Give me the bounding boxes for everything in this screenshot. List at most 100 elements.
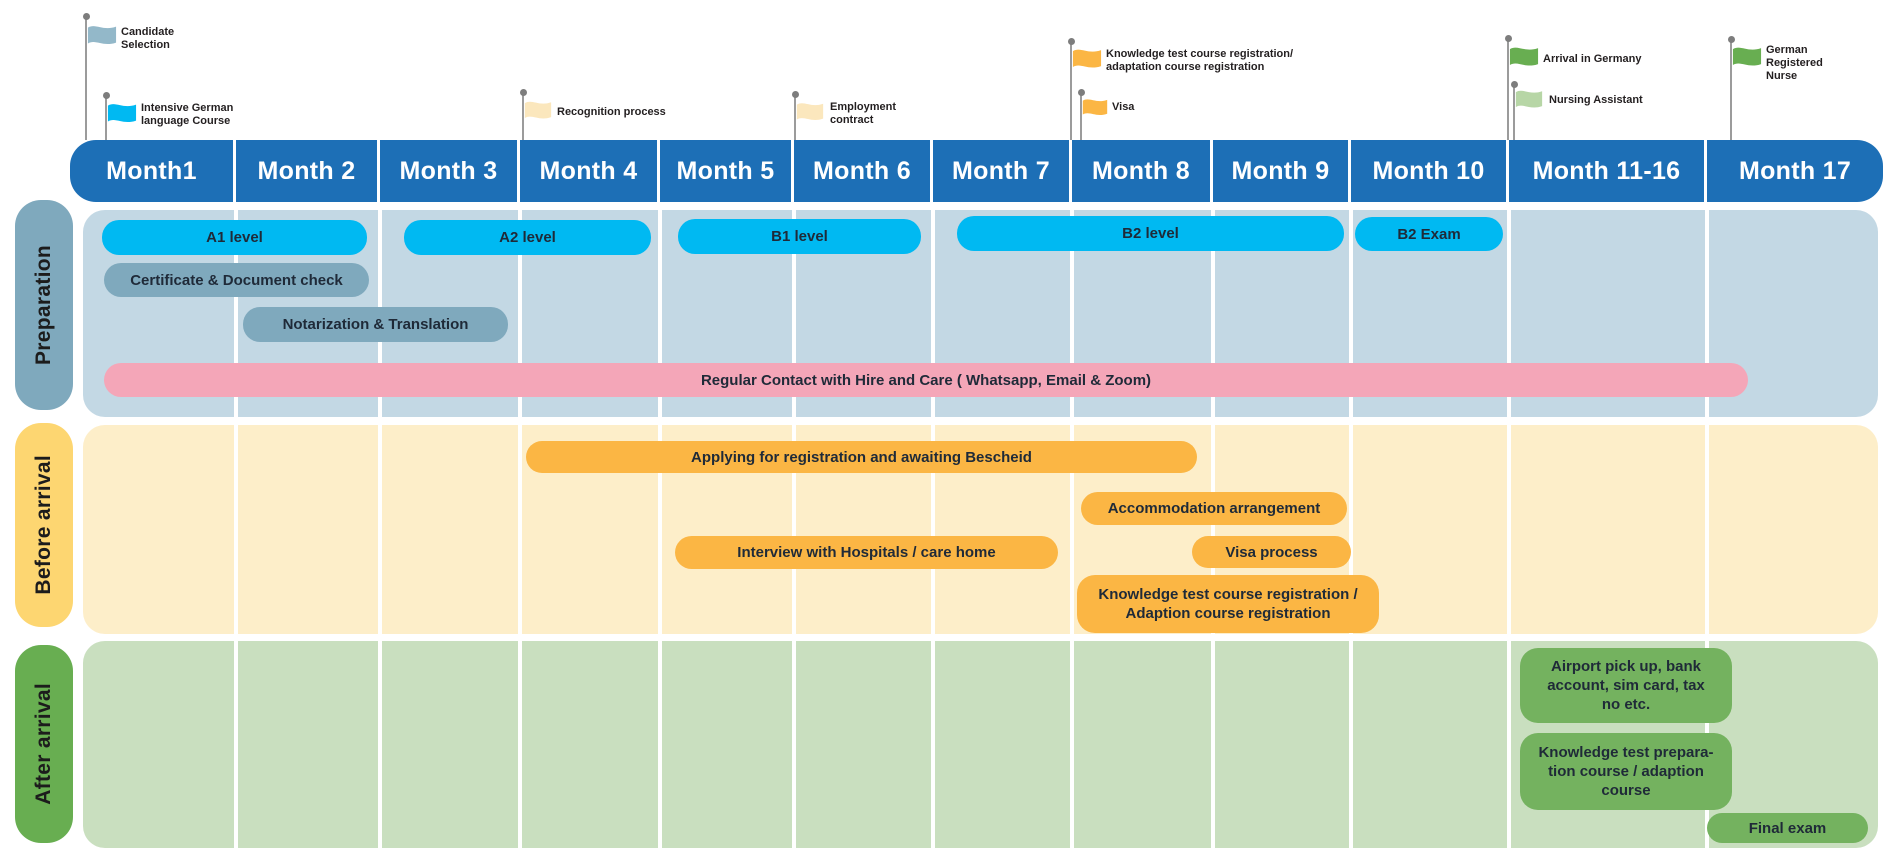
month-gridline <box>234 210 238 417</box>
month-gridline <box>378 641 382 848</box>
month-header-cell: Month 10 <box>1351 140 1506 202</box>
milestone-flag-label: Employment contract <box>830 101 897 126</box>
milestone-flag-label: German Registered Nurse <box>1766 44 1823 82</box>
month-gridline <box>931 425 935 634</box>
flag-pole-dot <box>1078 89 1085 96</box>
month-gridline <box>1705 425 1709 634</box>
timeline-bar: B2 level <box>957 216 1344 251</box>
month-gridline <box>1070 641 1074 848</box>
month-gridline <box>1507 210 1511 417</box>
flag-pole <box>105 96 107 140</box>
flag-pole <box>85 17 87 140</box>
milestone-flag-label: Visa <box>1112 101 1135 113</box>
month-gridline <box>1349 210 1353 417</box>
milestone-flag-icon <box>1515 88 1543 117</box>
month-gridline <box>658 210 662 417</box>
timeline-bar: Notarization & Translation <box>243 307 508 342</box>
milestone-flag-icon <box>524 98 552 129</box>
timeline-bar: Knowledge test course registration / Ada… <box>1077 575 1379 633</box>
month-header-cell: Month 3 <box>380 140 517 202</box>
month-gridline <box>658 641 662 848</box>
timeline-bar: Interview with Hospitals / care home <box>675 536 1058 569</box>
milestone-flag-icon <box>796 99 824 131</box>
flag-pole-dot <box>1505 35 1512 42</box>
milestone-flag-icon <box>1082 97 1108 124</box>
flag-pole <box>1070 42 1072 140</box>
timeline-bar: Visa process <box>1192 536 1351 568</box>
month-header-cell: Month 2 <box>236 140 377 202</box>
lane-label-pill: Before arrival <box>15 423 73 627</box>
month-header-cell: Month 9 <box>1213 140 1348 202</box>
timeline-bar: Knowledge test prepara- tion course / ad… <box>1520 733 1732 810</box>
lane-label-pill: After arrival <box>15 645 73 843</box>
lane-label: Preparation <box>32 245 55 365</box>
month-gridline <box>234 641 238 848</box>
milestone-flag-icon <box>1072 46 1102 78</box>
timeline-bar: Certificate & Document check <box>104 263 369 297</box>
month-gridline <box>1211 425 1215 634</box>
flag-pole <box>1507 39 1509 140</box>
month-gridline <box>1507 425 1511 634</box>
month-gridline <box>1211 210 1215 417</box>
month-header-cell: Month 6 <box>794 140 930 202</box>
month-gridline <box>1507 641 1511 848</box>
month-gridline <box>1349 641 1353 848</box>
month-gridline <box>1070 210 1074 417</box>
month-gridline <box>792 210 796 417</box>
month-gridline <box>931 641 935 848</box>
flag-pole-dot <box>520 89 527 96</box>
month-header-cell: Month1 <box>70 140 233 202</box>
flag-pole <box>1730 40 1732 140</box>
lane-label: Before arrival <box>32 455 55 595</box>
lane-label: After arrival <box>32 683 55 805</box>
month-gridline <box>234 425 238 634</box>
timeline-bar: Accommodation arrangement <box>1081 492 1347 525</box>
timeline-bar: A1 level <box>102 220 367 255</box>
flag-pole-dot <box>1728 36 1735 43</box>
milestone-flag-label: Knowledge test course registration/ adap… <box>1106 48 1294 73</box>
timeline-bar: Final exam <box>1707 813 1868 843</box>
month-header-cell: Month 11-16 <box>1509 140 1704 202</box>
timeline-bar: B1 level <box>678 219 921 254</box>
month-header-cell: Month 17 <box>1707 140 1883 202</box>
month-gridline <box>518 425 522 634</box>
month-header-cell: Month 4 <box>520 140 657 202</box>
milestone-flag-label: Recognition process <box>557 106 666 118</box>
milestone-flag-label: Candidate Selection <box>121 26 175 51</box>
milestone-flag-icon <box>1509 44 1539 76</box>
lane-label-pill: Preparation <box>15 200 73 410</box>
milestone-flag-label: Arrival in Germany <box>1543 53 1642 65</box>
milestone-flag-icon <box>87 22 117 55</box>
month-gridline <box>931 210 935 417</box>
flag-pole-dot <box>83 13 90 20</box>
month-gridline <box>518 641 522 848</box>
flag-pole <box>522 93 524 140</box>
month-header-cell: Month 5 <box>660 140 791 202</box>
milestone-flag-label: Intensive German language Course <box>141 102 234 127</box>
timeline-bar: Airport pick up, bank account, sim card,… <box>1520 648 1732 723</box>
timeline-bar: A2 level <box>404 220 651 255</box>
month-gridline <box>1705 210 1709 417</box>
flag-pole-dot <box>792 91 799 98</box>
month-gridline <box>1349 425 1353 634</box>
flag-pole <box>1513 85 1515 140</box>
month-gridline <box>1211 641 1215 848</box>
milestone-flag-label: Nursing Assistant <box>1549 94 1643 106</box>
month-gridline <box>1070 425 1074 634</box>
month-gridline <box>518 210 522 417</box>
month-gridline <box>792 425 796 634</box>
month-gridline <box>658 425 662 634</box>
timeline-bar: B2 Exam <box>1355 217 1503 251</box>
month-header-cell: Month 7 <box>933 140 1069 202</box>
month-gridline <box>792 641 796 848</box>
timeline-bar: Regular Contact with Hire and Care ( Wha… <box>104 363 1748 397</box>
month-gridline <box>378 425 382 634</box>
flag-pole-dot <box>1068 38 1075 45</box>
milestone-flag-icon <box>107 100 137 133</box>
timeline-bar: Applying for registration and awaiting B… <box>526 441 1197 473</box>
month-header-cell: Month 8 <box>1072 140 1210 202</box>
flag-pole <box>1080 93 1082 140</box>
flag-pole <box>794 95 796 140</box>
flag-pole-dot <box>103 92 110 99</box>
